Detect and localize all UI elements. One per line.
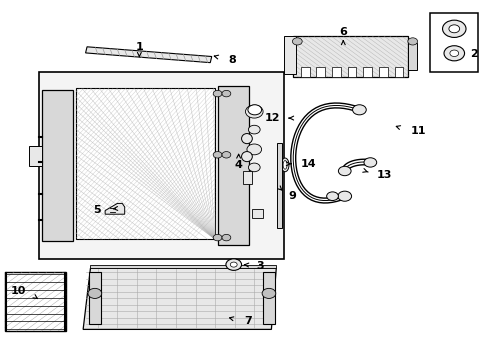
Polygon shape [251,209,263,218]
Circle shape [338,166,350,176]
Circle shape [222,234,230,241]
Text: 2: 2 [469,49,477,59]
Bar [394,67,403,77]
Circle shape [213,234,222,241]
Bar [41,90,73,241]
Circle shape [363,158,376,167]
Circle shape [213,90,222,97]
Text: 13: 13 [376,170,391,180]
Text: 12: 12 [264,113,279,123]
Ellipse shape [281,158,288,172]
Circle shape [248,125,260,134]
Circle shape [448,25,459,33]
Circle shape [292,38,302,45]
Bar [263,272,275,324]
Bar [89,272,101,324]
Text: 14: 14 [300,159,316,169]
Bar [363,67,371,77]
Polygon shape [105,203,124,214]
Circle shape [225,259,241,270]
Bar [347,67,356,77]
Circle shape [407,38,417,45]
Bar [29,146,41,166]
Circle shape [352,105,366,115]
Circle shape [326,192,338,201]
Polygon shape [5,272,66,331]
Bar [407,43,416,70]
Text: 9: 9 [288,191,296,201]
Text: 7: 7 [244,316,252,327]
Polygon shape [90,265,276,268]
Circle shape [222,152,230,158]
Circle shape [246,144,261,155]
Circle shape [248,163,260,172]
Bar [39,72,283,259]
Bar [243,171,251,184]
Ellipse shape [241,134,252,144]
Text: 6: 6 [339,27,346,37]
Text: 5: 5 [93,204,101,215]
Ellipse shape [241,152,252,162]
Bar [300,67,309,77]
Bar [217,86,249,245]
Circle shape [262,288,275,298]
Bar [331,67,340,77]
Text: 4: 4 [234,159,242,170]
Circle shape [213,152,222,158]
Bar [378,67,387,77]
Polygon shape [83,268,276,329]
Text: 10: 10 [11,286,26,296]
Bar [283,36,295,74]
Polygon shape [85,47,211,63]
Bar [277,143,282,228]
Bar [429,13,477,72]
Circle shape [230,262,237,267]
Circle shape [449,50,458,57]
Ellipse shape [283,161,286,169]
Text: 3: 3 [256,261,264,271]
Bar [76,88,215,239]
Circle shape [443,46,464,61]
Circle shape [247,105,261,115]
Circle shape [88,288,102,298]
Circle shape [337,191,351,201]
Text: 1: 1 [135,42,143,52]
Circle shape [442,20,465,37]
Circle shape [222,90,230,97]
Text: 11: 11 [410,126,426,136]
Bar [316,67,325,77]
Circle shape [245,105,263,118]
Text: 8: 8 [228,55,236,65]
Bar [293,36,407,77]
